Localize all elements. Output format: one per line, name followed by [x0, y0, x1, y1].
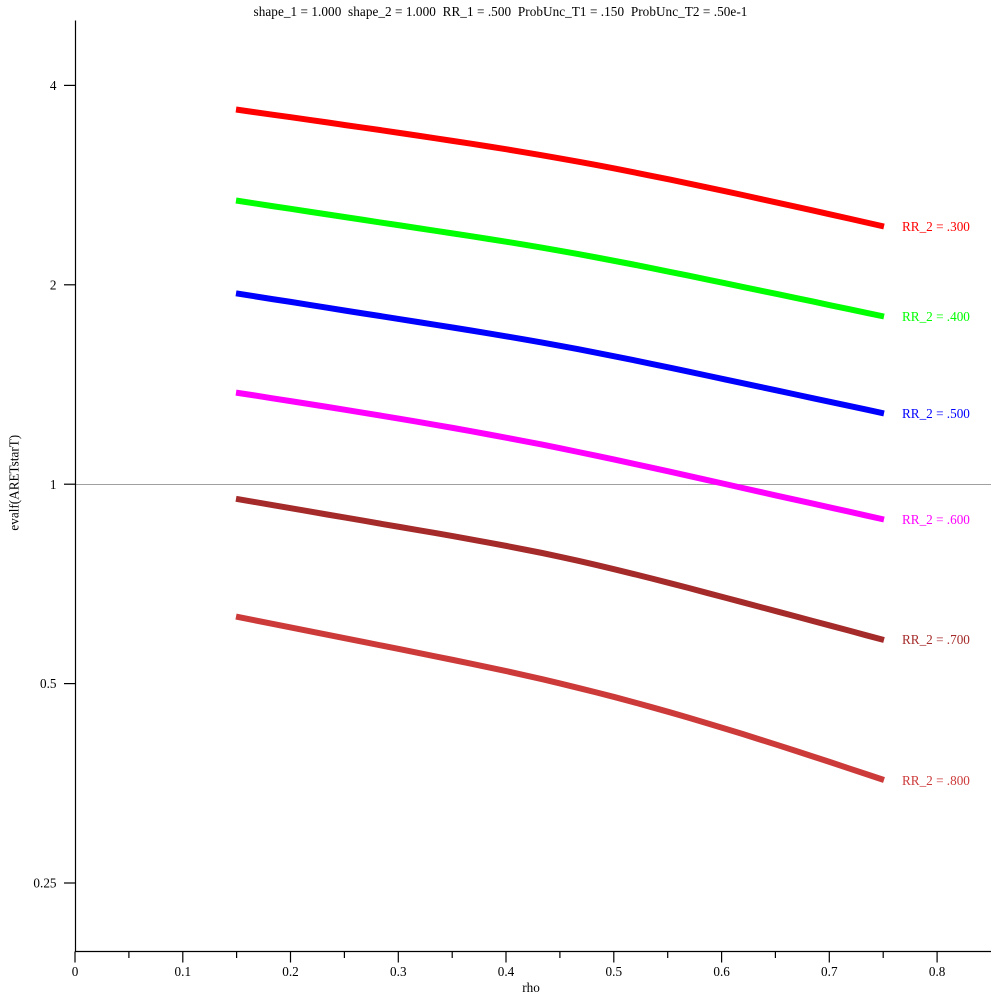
- svg-text:RR_2 = .700: RR_2 = .700: [902, 632, 970, 647]
- svg-text:RR_2 = .800: RR_2 = .800: [902, 773, 970, 788]
- svg-text:RR_2 = .600: RR_2 = .600: [902, 512, 970, 527]
- svg-text:0.3: 0.3: [390, 964, 407, 979]
- svg-text:0.8: 0.8: [929, 964, 946, 979]
- svg-text:0.4: 0.4: [498, 964, 515, 979]
- svg-text:2: 2: [50, 277, 57, 292]
- svg-text:shape_1 = 1.000 shape_2 = 1.0: shape_1 = 1.000 shape_2 = 1.000 RR_1 = .…: [254, 4, 748, 19]
- svg-text:0.6: 0.6: [713, 964, 730, 979]
- svg-text:4: 4: [50, 78, 57, 93]
- svg-text:rho: rho: [522, 980, 540, 995]
- svg-text:0.25: 0.25: [33, 876, 56, 891]
- svg-text:0.5: 0.5: [606, 964, 623, 979]
- svg-text:0: 0: [72, 964, 79, 979]
- svg-text:0.2: 0.2: [282, 964, 298, 979]
- svg-text:0.7: 0.7: [821, 964, 838, 979]
- svg-text:0.1: 0.1: [175, 964, 191, 979]
- svg-text:RR_2 = .500: RR_2 = .500: [902, 406, 970, 421]
- svg-text:0.5: 0.5: [40, 676, 57, 691]
- svg-text:evalf(ARETstarT): evalf(ARETstarT): [7, 435, 22, 531]
- svg-text:1: 1: [50, 477, 57, 492]
- svg-text:RR_2 = .300: RR_2 = .300: [902, 219, 970, 234]
- svg-text:RR_2 = .400: RR_2 = .400: [902, 309, 970, 324]
